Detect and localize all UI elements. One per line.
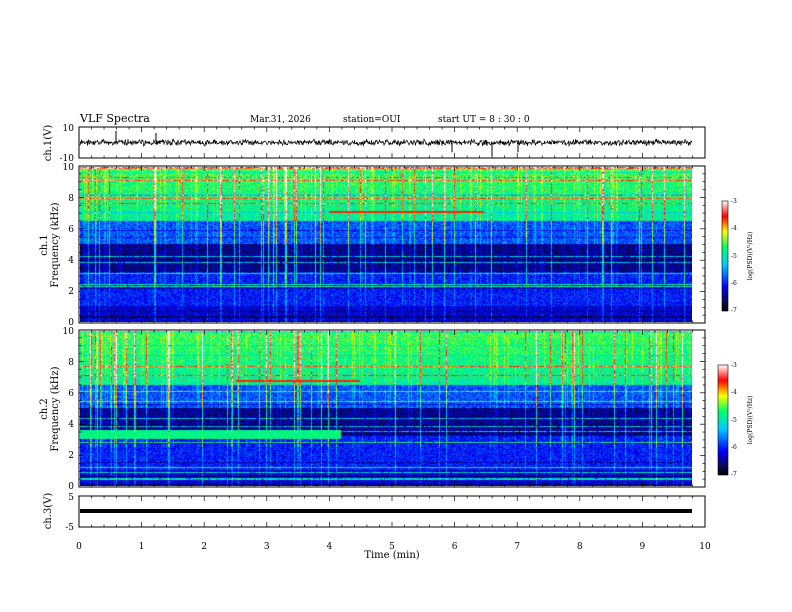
ch2-spectrogram-image — [80, 331, 692, 486]
station-label: station=OUI — [343, 115, 401, 125]
ch2-colorbar-tick-m5: -5 — [731, 417, 737, 424]
ch3-ytick-top: 5 — [68, 493, 74, 503]
ch2-freq-tick-0: 0 — [68, 482, 74, 492]
ch2-freq-tick-8: 8 — [68, 358, 74, 368]
ch1-ytick-bottom: -10 — [60, 154, 75, 164]
ch1-colorbar-label: log(PSD)(V²/Hz) — [747, 232, 754, 281]
ch1-colorbar-tick-m7: -7 — [731, 307, 737, 314]
ch1-freq-tick-4: 4 — [68, 256, 74, 266]
ch1-waveform-line — [79, 138, 693, 148]
time-tick-3: 3 — [264, 542, 270, 552]
date-label: Mar.31, 2026 — [250, 115, 311, 125]
time-tick-1: 1 — [139, 542, 145, 552]
ch1-colorbar — [721, 200, 729, 312]
time-tick-10: 10 — [699, 542, 711, 552]
ch1-spectrogram-ylabel-channel: ch.1 — [39, 234, 50, 256]
ch3-ytick-bottom: -5 — [65, 523, 74, 533]
time-tick-0: 0 — [76, 542, 82, 552]
ch1-waveform-ylabel: ch.1(V) — [43, 125, 54, 162]
ch2-spectrogram-ylabel-frequency: Frequency (kHz) — [50, 366, 61, 451]
ch1-colorbar-tick-m5: -5 — [731, 253, 737, 260]
ch1-freq-tick-0: 0 — [68, 318, 74, 328]
ch2-colorbar — [717, 364, 729, 476]
ch2-spectrogram-panel: 0 2 4 6 8 10 ch.2 Frequency (kHz) -3 -4 … — [39, 327, 754, 492]
ch2-colorbar-tick-m3: -3 — [731, 362, 737, 369]
ch2-freq-tick-2: 2 — [68, 451, 74, 461]
time-tick-4: 4 — [327, 542, 333, 552]
ch1-freq-tick-2: 2 — [68, 287, 74, 297]
ch2-colorbar-tick-m4: -4 — [731, 389, 737, 396]
ch1-ytick-top: 10 — [63, 124, 75, 134]
ch1-spectrogram-panel: 0 2 4 6 8 10 ch.1 Frequency (kHz) -3 -4 … — [39, 163, 754, 328]
time-tick-7: 7 — [514, 542, 520, 552]
ch2-freq-tick-6: 6 — [68, 389, 74, 399]
figure-title: VLF Spectra — [79, 112, 150, 125]
time-tick-2: 2 — [201, 542, 207, 552]
ch1-freq-tick-8: 8 — [68, 194, 74, 204]
ch1-freq-tick-10: 10 — [63, 163, 75, 173]
time-tick-8: 8 — [577, 542, 583, 552]
ch3-waveform-panel: 5 -5 ch.3(V) — [43, 493, 706, 533]
ch2-spectrogram-yticks: 0 2 4 6 8 10 — [63, 327, 75, 492]
ch1-colorbar-tick-m6: -6 — [731, 280, 737, 287]
ch1-waveform-panel: 10 -10 ch.1(V) — [43, 124, 706, 164]
ch2-freq-tick-4: 4 — [68, 420, 74, 430]
time-axis-label: Time (min) — [364, 550, 419, 561]
ch3-waveform-ylabel: ch.3(V) — [43, 493, 54, 530]
ch2-colorbar-tick-m7: -7 — [731, 471, 737, 478]
ch1-colorbar-tick-m4: -4 — [731, 225, 737, 232]
time-tick-5: 5 — [389, 542, 395, 552]
ch1-colorbar-tick-m3: -3 — [731, 198, 737, 205]
time-tick-6: 6 — [452, 542, 458, 552]
ch2-colorbar-label: log(PSD)(V²/Hz) — [747, 396, 754, 445]
time-tick-9: 9 — [640, 542, 646, 552]
ch1-spectrogram-yticks: 0 2 4 6 8 10 — [63, 163, 75, 328]
axis-tick-marks — [78, 127, 706, 527]
ch1-freq-tick-6: 6 — [68, 225, 74, 235]
ch1-waveform-trace — [79, 130, 693, 157]
ch2-freq-tick-10: 10 — [63, 327, 75, 337]
start-time-label: start UT = 8 : 30 : 0 — [438, 115, 530, 125]
ch2-spectrogram-ylabel-channel: ch.2 — [39, 398, 50, 420]
ch1-spectrogram-ylabel-frequency: Frequency (kHz) — [50, 202, 61, 287]
ch1-spectrogram-image — [80, 167, 692, 322]
ch2-colorbar-tick-m6: -6 — [731, 444, 737, 451]
time-axis: 0 1 2 3 4 5 6 7 8 9 10 Time (min) — [76, 542, 711, 561]
